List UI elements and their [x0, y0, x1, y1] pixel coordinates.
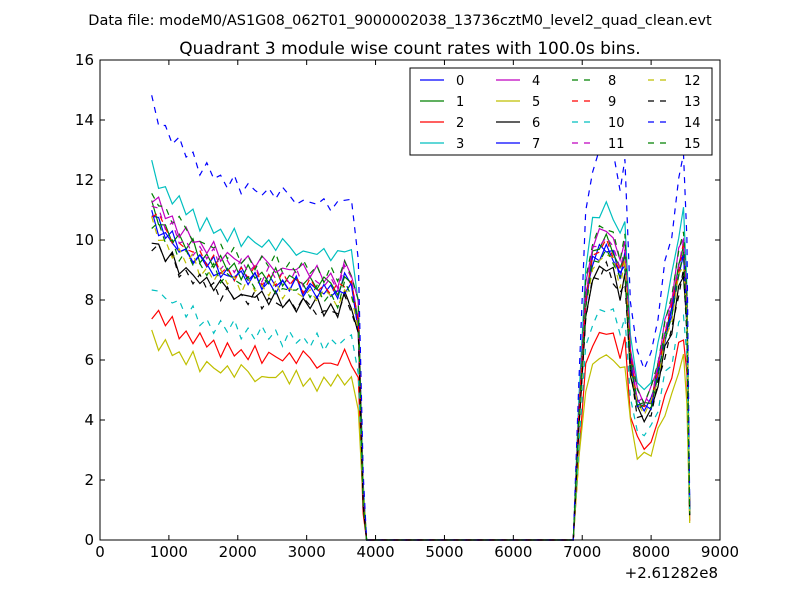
- y-tick-label: 14: [75, 111, 94, 129]
- series-layer: [151, 95, 691, 541]
- x-offset-label: +2.61282e8: [625, 564, 718, 582]
- legend-label-2: 2: [456, 116, 464, 131]
- x-tick-label: 0: [95, 543, 105, 561]
- legend-label-13: 13: [684, 95, 701, 110]
- y-tick-label: 4: [84, 411, 94, 429]
- legend-label-11: 11: [608, 137, 625, 152]
- series-line-11: [151, 205, 691, 541]
- x-tick-label: 3000: [288, 543, 326, 561]
- legend-label-7: 7: [532, 137, 540, 152]
- y-tick-label: 16: [75, 51, 94, 69]
- legend-label-1: 1: [456, 95, 464, 110]
- x-tick-label: 8000: [632, 543, 670, 561]
- series-line-14: [151, 95, 691, 541]
- x-tick-label: 7000: [563, 543, 601, 561]
- legend-label-6: 6: [532, 116, 540, 131]
- x-tick-label: 4000: [356, 543, 394, 561]
- legend-label-15: 15: [684, 137, 701, 152]
- legend-label-9: 9: [608, 95, 616, 110]
- legend-label-5: 5: [532, 95, 540, 110]
- legend-box: [409, 67, 713, 156]
- legend-label-12: 12: [684, 74, 701, 89]
- y-tick-label: 12: [75, 171, 94, 189]
- legend-label-4: 4: [532, 74, 540, 89]
- series-line-3: [151, 159, 691, 541]
- y-tick-label: 0: [84, 531, 94, 549]
- legend-label-8: 8: [608, 74, 616, 89]
- series-line-2: [151, 309, 691, 541]
- series-line-5: [151, 329, 691, 541]
- series-line-9: [151, 211, 691, 541]
- suptitle: Data file: modeM0/AS1G08_062T01_90000020…: [88, 13, 712, 29]
- series-line-13: [151, 243, 691, 541]
- series-line-10: [151, 289, 691, 541]
- x-axis: 0 1000 2000 3000 4000 5000 6000 7000 8000 9000: [95, 60, 739, 561]
- y-tick-label: 8: [84, 291, 94, 309]
- legend-label-0: 0: [456, 74, 464, 89]
- series-line-4: [151, 196, 691, 541]
- y-tick-label: 10: [75, 231, 94, 249]
- x-tick-label: 2000: [219, 543, 257, 561]
- x-tick-label: 5000: [425, 543, 463, 561]
- legend-label-10: 10: [608, 116, 625, 131]
- series-line-15: [151, 221, 691, 541]
- x-tick-label: 9000: [701, 543, 739, 561]
- x-tick-label: 1000: [150, 543, 188, 561]
- y-tick-label: 2: [84, 471, 94, 489]
- x-tick-label: 6000: [494, 543, 532, 561]
- legend-label-3: 3: [456, 137, 464, 152]
- chart-title: Quadrant 3 module wise count rates with …: [179, 39, 640, 59]
- y-tick-label: 6: [84, 351, 94, 369]
- legend-label-14: 14: [684, 116, 701, 131]
